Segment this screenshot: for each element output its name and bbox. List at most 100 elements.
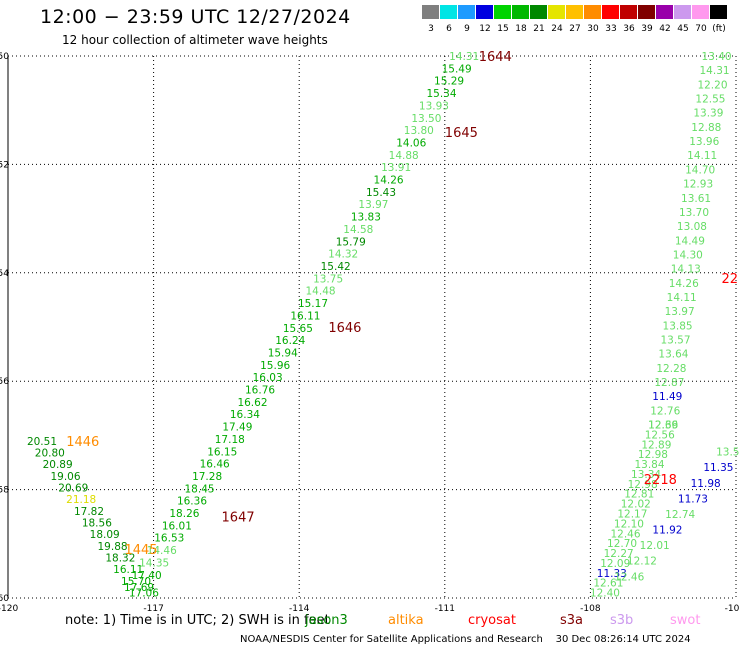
color-swatch: [674, 5, 691, 19]
swh-value: 17.40: [132, 570, 162, 582]
swh-value: 12.88: [691, 122, 721, 134]
swh-value: 12.74: [665, 509, 695, 521]
swh-value: 12.01: [640, 540, 670, 552]
swh-value: 14.49: [675, 235, 705, 247]
swh-value: 13.59: [716, 447, 740, 459]
swh-value: 12.28: [656, 363, 686, 375]
x-tick-label: -114: [289, 604, 310, 614]
pass-time-label: 2218: [644, 473, 677, 488]
color-swatch: [638, 5, 655, 19]
swh-value: 15.42: [321, 261, 351, 273]
swh-value: 18.32: [105, 553, 135, 565]
swh-value: 13.75: [313, 273, 343, 285]
swh-value: 12.46: [610, 528, 640, 540]
mission-legend-item: cryosat: [468, 613, 516, 628]
color-swatch: [512, 5, 529, 19]
swh-value: 14.06: [396, 137, 426, 149]
swh-value: 12.09: [600, 558, 630, 570]
color-scale-label: 18: [515, 24, 527, 34]
swh-value: 15.43: [366, 187, 396, 199]
swh-value: 15.49: [442, 63, 472, 75]
swh-value: 12.20: [697, 79, 727, 91]
axis-tick-labels: -50 -52 -54 -56 -58 -60-120 -117 -114 -111 -108 -1…: [0, 52, 740, 614]
swh-value: 12.98: [628, 479, 658, 491]
color-swatch: [620, 5, 637, 19]
swh-value: 11.92: [652, 525, 682, 537]
color-swatch: [656, 5, 673, 19]
swh-value: 12.12: [627, 556, 657, 568]
footer-credit: NOAA/NESDIS Center for Satellite Applica…: [240, 634, 691, 645]
swh-value: 15.79: [336, 236, 366, 248]
swh-value: 14.35: [139, 557, 169, 569]
mission-legend-item: jason3: [305, 613, 348, 628]
color-scale-label: 27: [569, 24, 581, 34]
color-swatch: [692, 5, 709, 19]
swh-value: 21.18: [66, 494, 96, 506]
pass-time-label: 1646: [328, 321, 361, 336]
swh-value: 12.69: [648, 420, 678, 432]
page-subtitle: 12 hour collection of altimeter wave hei…: [62, 33, 328, 47]
swh-value: 11.33: [597, 568, 627, 580]
mission-legend-item: s3a: [560, 613, 584, 628]
swh-value: 13.91: [381, 162, 411, 174]
swh-value: 13.39: [693, 108, 723, 120]
x-tick-label: -120: [0, 604, 18, 614]
swh-value: 16.62: [237, 397, 267, 409]
map-grid: [7, 55, 737, 599]
swh-value: 16.01: [162, 520, 192, 532]
pass-time-label: 22: [721, 272, 738, 287]
color-scale-label: 42: [659, 24, 671, 34]
color-swatch: [440, 5, 457, 19]
swh-value: 16.76: [245, 385, 275, 397]
credit-text: NOAA/NESDIS Center for Satellite Applica…: [240, 634, 543, 645]
swh-value: 20.89: [43, 459, 73, 471]
swh-value: 12.36: [648, 420, 678, 432]
pass-time-label: 1644: [479, 50, 512, 65]
swh-value: 16.15: [207, 446, 237, 458]
swh-value: 13.85: [663, 320, 693, 332]
color-scale-label: 24: [551, 24, 563, 34]
time-labels: 1644 1645 1646 1647 1446 1445 2218 22: [66, 50, 738, 558]
y-tick-label: -60: [0, 594, 9, 604]
pass-time-label: 1647: [222, 511, 255, 526]
swh-value: 17.49: [222, 422, 252, 434]
x-tick-label: -108: [580, 604, 601, 614]
swh-value: 16.03: [253, 372, 283, 384]
swh-value: 13.84: [634, 459, 664, 471]
swh-value: 12.10: [614, 518, 644, 530]
swh-value: 16.36: [177, 496, 207, 508]
swh-value: 17.28: [192, 471, 222, 483]
swh-value: 13.80: [404, 125, 434, 137]
swh-value: 20.51: [27, 436, 57, 448]
page-title: 12:00 − 23:59 UTC 12/27/2024: [40, 6, 351, 28]
swh-value: 16.24: [275, 335, 305, 347]
swh-value: 17.69: [124, 582, 154, 594]
swh-value: 12.87: [654, 377, 684, 389]
swh-value: 12.93: [683, 179, 713, 191]
swh-value: 12.55: [695, 94, 725, 106]
swh-value: 15.34: [426, 88, 456, 100]
color-scale-label: 9: [464, 24, 470, 34]
color-swatch: [458, 5, 475, 19]
pass-time-label: 1446: [66, 435, 99, 450]
swh-value: 14.11: [687, 150, 717, 162]
swh-value: 19.06: [50, 471, 80, 483]
swh-value: 15.94: [268, 347, 298, 359]
swh-value: 16.34: [230, 409, 260, 421]
color-swatch: [422, 5, 439, 19]
swh-value: 16.53: [154, 533, 184, 545]
color-swatch: [476, 5, 493, 19]
swh-value: 14.32: [328, 249, 358, 261]
swh-value: 18.09: [90, 529, 120, 541]
swh-value: 16.11: [113, 564, 143, 576]
swh-value: 15.29: [434, 76, 464, 88]
swh-value: 14.13: [671, 264, 701, 276]
swh-value: 12.61: [593, 578, 623, 590]
swh-value: 15.70: [121, 576, 151, 588]
swh-value: 20.69: [58, 483, 88, 495]
color-scale-label: 30: [587, 24, 599, 34]
color-swatch: [566, 5, 583, 19]
swh-value: 12.02: [621, 499, 651, 511]
swh-value: 13.96: [689, 136, 719, 148]
swh-value: 14.30: [673, 249, 703, 261]
